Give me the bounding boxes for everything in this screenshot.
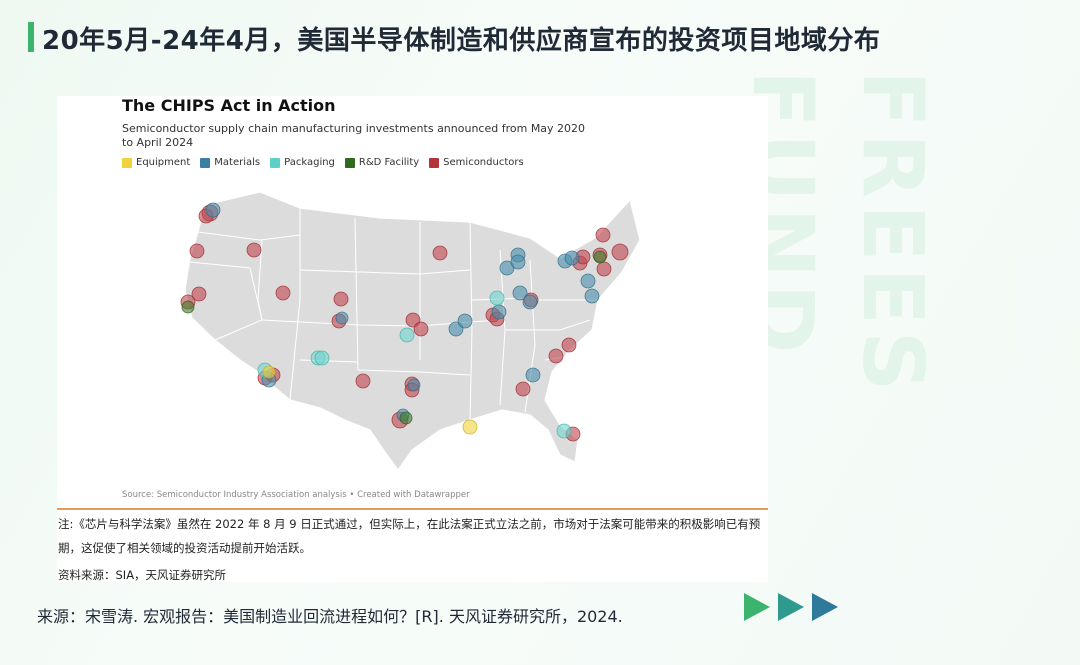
- marker-semiconductors: [413, 321, 429, 337]
- figure-title: The CHIPS Act in Action: [122, 96, 336, 115]
- marker-semiconductors: [246, 242, 262, 258]
- legend-label: Materials: [214, 157, 261, 168]
- marker-materials: [510, 254, 526, 270]
- marker-semiconductors: [596, 261, 612, 277]
- legend-swatch: [429, 157, 440, 168]
- marker-materials: [335, 311, 349, 325]
- marker-packaging: [556, 423, 572, 439]
- legend-label: Equipment: [136, 157, 191, 168]
- legend-item-materials: Materials: [200, 157, 260, 168]
- nav-arrows: [744, 593, 838, 621]
- marker-materials: [522, 294, 538, 310]
- marker-packaging: [489, 290, 505, 306]
- marker-semiconductors: [189, 243, 205, 259]
- figure-source: Source: Semiconductor Industry Associati…: [122, 490, 470, 500]
- marker-materials: [491, 304, 507, 320]
- marker-rd-facility: [399, 411, 413, 425]
- legend-label: Packaging: [284, 157, 335, 168]
- rd-facility-markers: [181, 250, 607, 425]
- page-title: 20年5月-24年4月，美国半导体制造和供应商宣布的投资项目地域分布: [42, 26, 881, 56]
- figure-note-source: 资料来源：SIA，天风证券研究所: [58, 568, 227, 582]
- legend-label: R&D Facility: [358, 157, 420, 168]
- marker-semiconductors: [191, 286, 207, 302]
- marker-semiconductors: [611, 243, 629, 261]
- legend-swatch: [200, 157, 211, 168]
- arrow-icon: [778, 593, 804, 621]
- marker-equipment: [462, 419, 478, 435]
- marker-materials: [584, 288, 600, 304]
- equipment-markers: [262, 365, 478, 435]
- arrow-icon: [744, 593, 770, 621]
- marker-materials: [205, 202, 221, 218]
- legend-item-packaging: Packaging: [270, 157, 335, 168]
- marker-materials: [512, 285, 528, 301]
- arrow-icon: [812, 593, 838, 621]
- marker-semiconductors: [595, 227, 611, 243]
- marker-semiconductors: [548, 348, 564, 364]
- marker-semiconductors: [432, 245, 448, 261]
- marker-packaging: [314, 350, 330, 366]
- semiconductors-markers: [180, 204, 629, 442]
- figure-subtitle: Semiconductor supply chain manufacturing…: [122, 122, 586, 149]
- marker-semiconductors: [333, 291, 349, 307]
- title-accent-bar: [28, 22, 34, 52]
- marker-materials: [407, 378, 421, 392]
- figure-note: 注:《芯片与科学法案》虽然在 2022 年 8 月 9 日正式通过，但实际上，在…: [58, 517, 761, 555]
- marker-materials: [580, 273, 596, 289]
- legend-label: Semiconductors: [443, 157, 524, 168]
- materials-markers: [205, 202, 600, 422]
- marker-rd-facility: [593, 250, 607, 264]
- marker-semiconductors: [561, 337, 577, 353]
- legend-item-equipment: Equipment: [122, 157, 190, 168]
- marker-semiconductors: [355, 373, 371, 389]
- marker-materials: [525, 367, 541, 383]
- divider-line: [57, 508, 768, 510]
- legend-item-rd-facility: R&D Facility: [344, 157, 420, 168]
- legend-swatch: [270, 157, 281, 168]
- marker-semiconductors: [515, 381, 531, 397]
- marker-packaging: [399, 327, 415, 343]
- marker-rd-facility: [181, 300, 195, 314]
- legend-swatch: [122, 157, 132, 168]
- legend: Equipment Materials Packaging R&D Facili…: [122, 157, 524, 168]
- bottom-source: 来源：宋雪涛. 宏观报告：美国制造业回流进程如何？[R]. 天风证券研究所，20…: [37, 607, 623, 626]
- marker-materials: [564, 250, 580, 266]
- marker-semiconductors: [275, 285, 291, 301]
- marker-equipment: [262, 365, 276, 379]
- legend-item-semiconductors: Semiconductors: [429, 157, 524, 168]
- legend-swatch: [344, 157, 355, 168]
- marker-materials: [457, 313, 473, 329]
